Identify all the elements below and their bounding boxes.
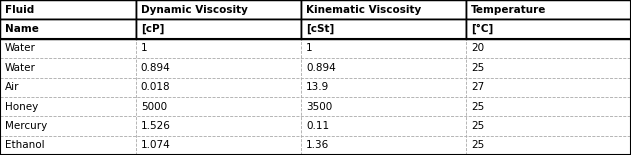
Bar [466, 116, 631, 136]
Bar [136, 136, 301, 155]
Text: Dynamic Viscosity: Dynamic Viscosity [141, 5, 247, 15]
Text: 1.36: 1.36 [306, 140, 329, 150]
Bar [136, 58, 301, 78]
Text: [cP]: [cP] [141, 24, 164, 34]
Bar [0, 97, 136, 116]
Bar [0, 19, 136, 39]
Text: Honey: Honey [5, 102, 38, 112]
Text: 13.9: 13.9 [306, 82, 329, 92]
Text: 25: 25 [471, 63, 485, 73]
Bar [0, 136, 136, 155]
Bar [301, 39, 466, 58]
Bar [0, 116, 136, 136]
Bar [0, 39, 136, 58]
Text: 1.074: 1.074 [141, 140, 170, 150]
Bar [301, 19, 466, 39]
Text: 1.526: 1.526 [141, 121, 170, 131]
Bar [301, 58, 466, 78]
Text: Kinematic Viscosity: Kinematic Viscosity [306, 5, 422, 15]
Text: 25: 25 [471, 140, 485, 150]
Text: 0.894: 0.894 [306, 63, 336, 73]
Bar [301, 78, 466, 97]
Text: Temperature: Temperature [471, 5, 546, 15]
Text: 25: 25 [471, 102, 485, 112]
Bar [466, 58, 631, 78]
Bar [136, 39, 301, 58]
Bar [301, 0, 466, 19]
Bar [0, 78, 136, 97]
Text: 1: 1 [306, 43, 312, 53]
Bar [136, 97, 301, 116]
Text: 5000: 5000 [141, 102, 167, 112]
Text: 27: 27 [471, 82, 485, 92]
Bar [136, 78, 301, 97]
Text: 0.894: 0.894 [141, 63, 170, 73]
Text: [cSt]: [cSt] [306, 24, 334, 34]
Bar [466, 0, 631, 19]
Text: 0.11: 0.11 [306, 121, 329, 131]
Text: Name: Name [5, 24, 39, 34]
Text: [°C]: [°C] [471, 24, 493, 34]
Bar [0, 58, 136, 78]
Bar [466, 136, 631, 155]
Text: 0.018: 0.018 [141, 82, 170, 92]
Bar [301, 97, 466, 116]
Text: Water: Water [5, 63, 36, 73]
Bar [466, 78, 631, 97]
Bar [466, 97, 631, 116]
Bar [301, 116, 466, 136]
Bar [136, 116, 301, 136]
Text: Water: Water [5, 43, 36, 53]
Text: Fluid: Fluid [5, 5, 34, 15]
Text: Ethanol: Ethanol [5, 140, 45, 150]
Bar [466, 39, 631, 58]
Text: Mercury: Mercury [5, 121, 47, 131]
Bar [301, 136, 466, 155]
Text: 3500: 3500 [306, 102, 333, 112]
Text: 25: 25 [471, 121, 485, 131]
Text: 20: 20 [471, 43, 485, 53]
Bar [136, 19, 301, 39]
Text: 1: 1 [141, 43, 147, 53]
Bar [136, 0, 301, 19]
Bar [466, 19, 631, 39]
Bar [0, 0, 136, 19]
Text: Air: Air [5, 82, 20, 92]
